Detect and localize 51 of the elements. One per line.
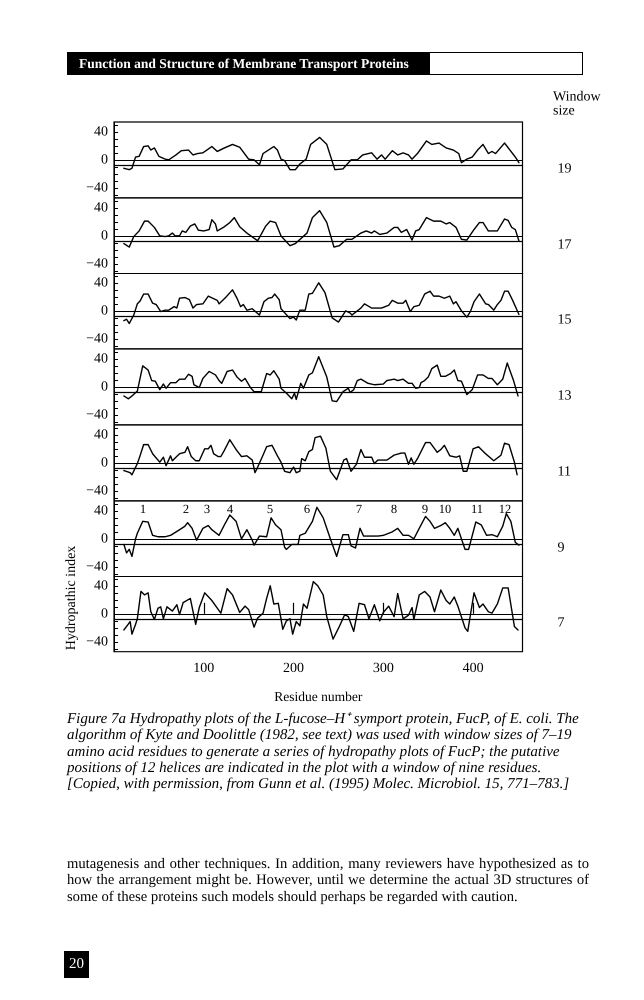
y-tick-label: −40 <box>86 407 108 422</box>
y-tick-label: 40 <box>94 351 108 366</box>
annotation: 7 <box>354 502 364 516</box>
annotation: 2 <box>182 502 190 516</box>
text: 7 <box>558 616 564 631</box>
text: 11 <box>470 502 484 516</box>
y-tick-label: 0 <box>101 606 108 622</box>
text: 9 <box>558 540 564 555</box>
text: Function and Structure of Membrane Transport Proteins <box>67 52 430 75</box>
text: 13 <box>558 388 572 404</box>
series-label: 9 <box>420 502 430 516</box>
annotation: 6 <box>302 502 312 516</box>
x-axis-title: Residue number <box>274 689 363 704</box>
text: 20 <box>64 951 89 978</box>
y-tick-label: −40 <box>86 180 108 196</box>
annotation: 4 <box>226 502 234 516</box>
x-tick-label: 400 <box>462 661 484 676</box>
y-tick-label: 40 <box>94 578 108 594</box>
y-tick-label: 0 <box>101 455 108 470</box>
y-tick-label: −40 <box>86 483 108 498</box>
x-tick-label: 300 <box>372 661 394 676</box>
y-tick-label: 0 <box>101 379 108 394</box>
y-tick-label: 40 <box>94 124 108 140</box>
annotation: 8 <box>390 502 398 516</box>
caption: Figure 7a Hydropathy plots of the L-fucose–H⁺ symport protein, FucP, of E. coli. The algorithm of Kyte and Doolittle (1982, see text) was used with window sizes of 7–19 amino acid residues to generate a series of hydropathy plots of FucP; the putative positions of 12 helices are indicated in the plot with a window of nine residues. [Copied, with permission, from Gunn et al. (1995) Molec. Microbiol. 15, 771–783.] <box>67 711 580 792</box>
text: 19 <box>558 161 572 176</box>
annotation: 5 <box>266 502 274 516</box>
annotation: 10 <box>438 502 452 516</box>
legend-title: Window size <box>553 90 604 118</box>
x-tick-label: 100 <box>193 661 214 676</box>
y-tick-label: −40 <box>86 634 108 650</box>
y-tick-label: −40 <box>86 256 108 272</box>
y-tick-label: 40 <box>94 276 108 291</box>
y-tick-label: 0 <box>101 304 108 319</box>
y-tick-label: 0 <box>101 228 108 244</box>
text: 15 <box>558 312 572 328</box>
y-tick-label: −40 <box>86 332 108 347</box>
text: mutagenesis and other techniques. In addition, many reviewers have hypothesized as to how the arrangement might be. However, until we determine the actual 3D structures of some of these proteins such models should perhaps be regarded with caution. <box>67 856 589 905</box>
x-tick-label: 200 <box>283 661 304 676</box>
annotation: 3 <box>202 502 212 516</box>
y-tick-label: 40 <box>94 200 108 215</box>
y-tick-label: 40 <box>94 427 108 442</box>
y-tick-label: −40 <box>86 558 108 574</box>
annotation: 12 <box>498 502 512 516</box>
y-tick-label: 0 <box>101 530 108 546</box>
text: 11 <box>558 464 571 480</box>
y-tick-label: 40 <box>94 502 108 518</box>
y-tick-label: 0 <box>101 152 108 168</box>
text: 17 <box>558 237 572 252</box>
annotation: 1 <box>138 502 148 516</box>
y-axis-title: Hydropathic index <box>63 544 80 652</box>
